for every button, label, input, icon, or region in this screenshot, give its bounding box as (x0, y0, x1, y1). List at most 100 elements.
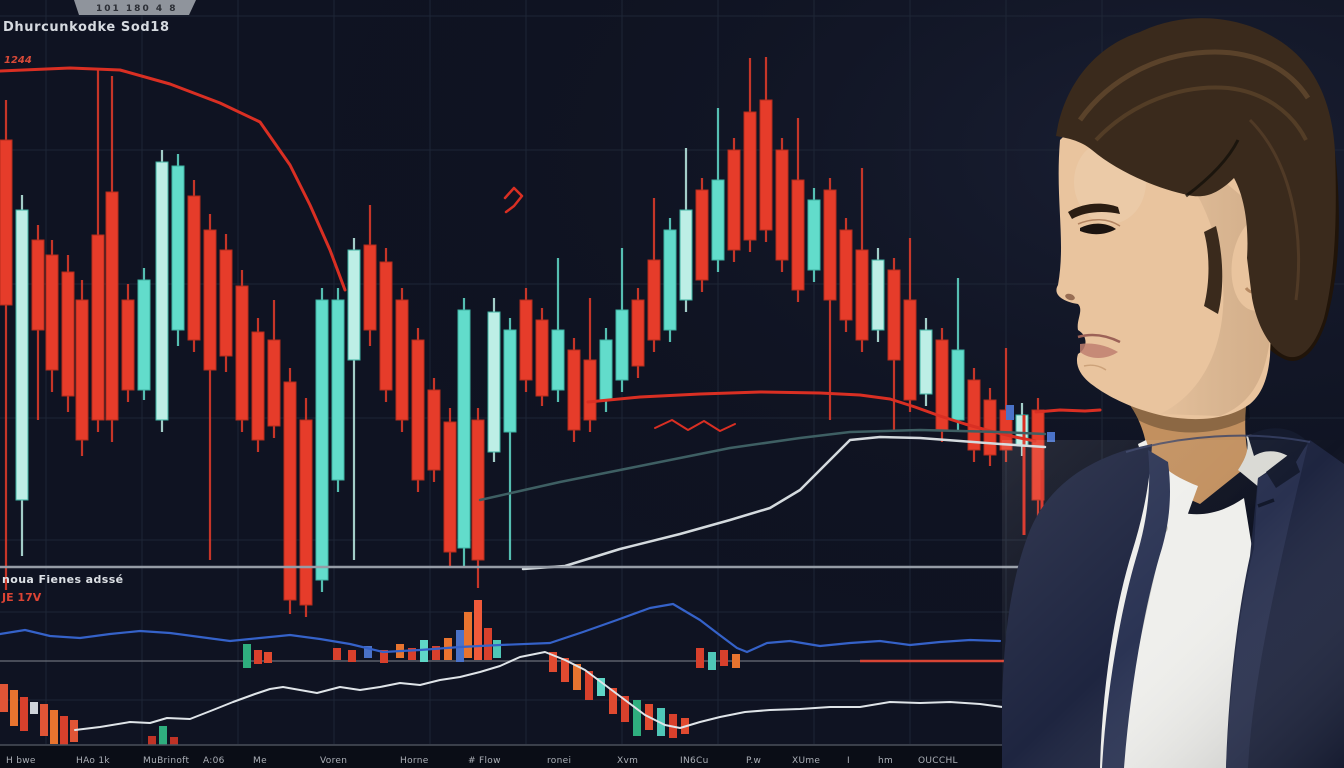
ma-teal (478, 428, 1047, 502)
indicator-bar (474, 600, 482, 660)
candle-body (105, 191, 119, 421)
candle-body (519, 299, 533, 381)
x-axis-label: # Flow (468, 756, 501, 766)
candle-body (347, 249, 361, 361)
indicator-bar (20, 697, 28, 731)
indicator-bar (70, 720, 78, 742)
sideburn (1204, 226, 1223, 314)
eye (1080, 223, 1116, 235)
moving-average-lines (0, 66, 1102, 571)
top-tab-label: 101 180 4 8 (96, 4, 178, 14)
indicator-bar (1006, 405, 1014, 420)
indicator-value-label: JE 17V (1, 591, 42, 604)
candle-body (631, 299, 645, 367)
candle-body (871, 259, 885, 331)
candle-body (171, 165, 185, 331)
candle-body (983, 399, 997, 456)
candle-body (471, 419, 485, 561)
chart-header: 101 180 4 8 Dhurcunkodke Sod18 1244 (3, 0, 196, 66)
candle-body (695, 189, 709, 281)
candle-body (267, 339, 281, 427)
candle-body (219, 249, 233, 357)
indicator-bar (40, 704, 48, 736)
candle-body (535, 319, 549, 397)
x-axis-label: Xvm (617, 756, 638, 766)
candle-body (45, 254, 59, 371)
hair-part-line (1185, 139, 1240, 198)
candle-body (503, 329, 517, 433)
x-axis-label: MuBrinoft (143, 756, 189, 766)
indicator-bar (243, 644, 251, 668)
x-axis-label: ronei (547, 756, 571, 766)
indicator-bar (348, 650, 356, 662)
indicator-bar (0, 684, 8, 712)
chin-crease (1083, 364, 1107, 371)
indicator-bar (720, 650, 728, 666)
indicator-bar (464, 612, 472, 658)
indicator-bar (493, 640, 501, 658)
cheek-shading (1150, 120, 1272, 416)
lip-line (1077, 333, 1121, 344)
x-axis-label: I (847, 756, 850, 766)
chart-title: Dhurcunkodke Sod18 (3, 20, 170, 35)
candle-body (839, 229, 853, 321)
x-axis-label: hm (878, 756, 893, 766)
x-axis-label: OUCCHL (918, 756, 958, 766)
candle-body (487, 311, 501, 453)
indicator-bar (50, 710, 58, 744)
indicator-bar (264, 652, 272, 663)
candle-body (331, 299, 345, 481)
candle-body (121, 299, 135, 391)
indicator-bar (696, 648, 704, 668)
candle-body (61, 271, 75, 397)
candle-body (457, 309, 471, 549)
indicator-bar (432, 646, 440, 660)
candle-body (363, 244, 377, 331)
candle-body (711, 179, 725, 261)
x-axis-labels: H bwe HAo 1k MuBrinoft A:06 Me Voren Horne # Fl… (6, 756, 958, 766)
candle-body (315, 299, 329, 581)
candle-body (567, 349, 581, 431)
indicator-bar (159, 726, 167, 753)
ma-white (521, 435, 1047, 571)
candle-body (15, 209, 29, 501)
indicator-title: noua Fienes adssé (2, 573, 124, 586)
candle-body (807, 199, 821, 271)
eyebrow (1068, 203, 1120, 219)
indicator-bar (408, 648, 416, 660)
indicator-bar (254, 650, 262, 664)
candle-body (203, 229, 217, 371)
hair-highlight-3 (1248, 118, 1301, 301)
candle-body (395, 299, 409, 421)
indicator-bar (708, 652, 716, 670)
indicator-bar (30, 702, 38, 714)
candle-body (919, 329, 933, 395)
candle-body (91, 234, 105, 421)
x-axis-label: Me (253, 756, 267, 766)
candle-body (443, 421, 457, 553)
candle-body (251, 331, 265, 441)
x-axis-label: Horne (400, 756, 429, 766)
x-axis-label: Voren (320, 756, 347, 766)
blue-indicator (0, 602, 1002, 654)
candle-body (951, 349, 965, 421)
ma-red-a (0, 66, 347, 292)
x-axis-label: HAo 1k (76, 756, 110, 766)
indicator-bar (380, 650, 388, 663)
ma-red-c (1034, 408, 1102, 414)
candle-body (679, 209, 693, 301)
indicator-bar (561, 658, 569, 682)
hair-highlight-2 (1094, 85, 1308, 142)
suit-sheen (1002, 440, 1344, 768)
candle-body (427, 389, 441, 471)
candle-body (727, 149, 741, 251)
candle-body (887, 269, 901, 361)
main-candlestick-panel[interactable] (0, 57, 1045, 617)
indicator-bar (484, 628, 492, 660)
candle-body (379, 261, 393, 391)
indicator-lines (0, 602, 1071, 731)
top-tab[interactable] (74, 0, 196, 15)
indicator-bar (10, 690, 18, 726)
indicator-bar (420, 640, 428, 662)
